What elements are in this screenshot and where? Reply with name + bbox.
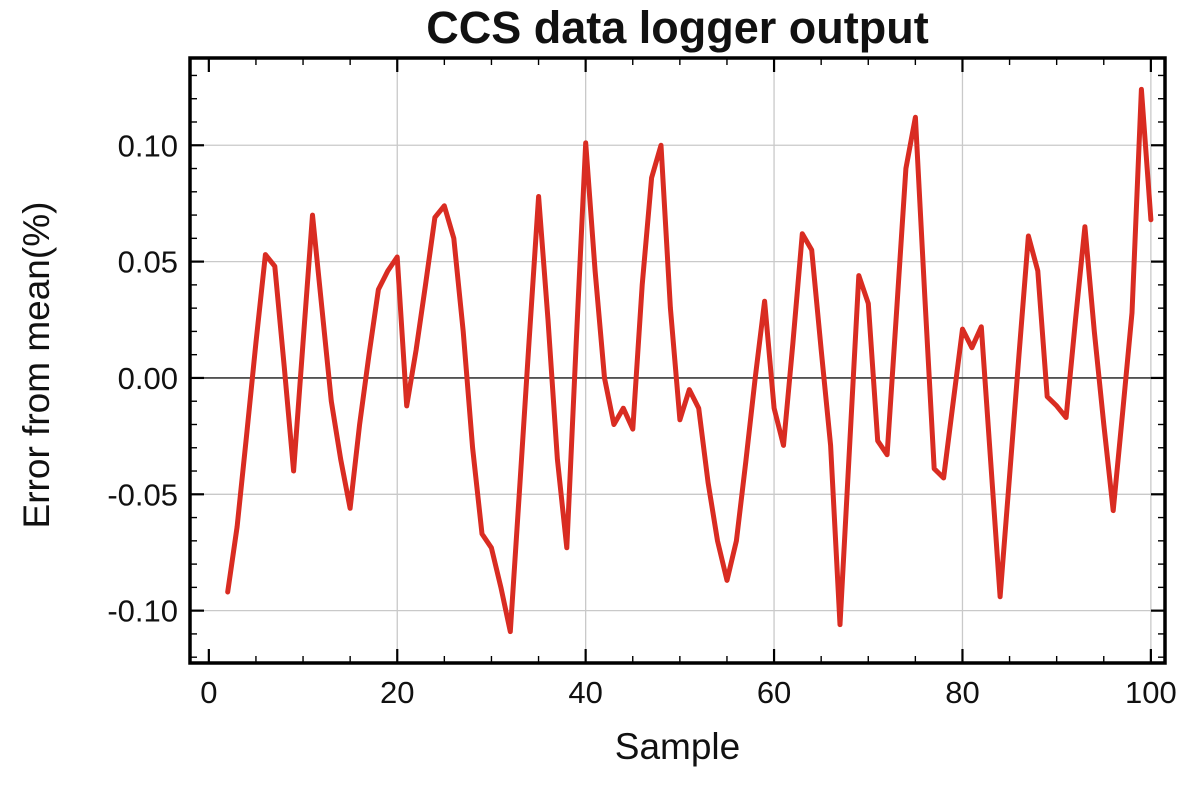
x-tick-label: 0: [200, 675, 217, 710]
y-tick-label: -0.05: [107, 477, 178, 512]
data-line: [225, 86, 1154, 635]
y-tick-label: 0.05: [118, 245, 178, 280]
x-tick-label: 20: [380, 675, 414, 710]
x-tick-label: 40: [568, 675, 602, 710]
chart-title: CCS data logger output: [426, 2, 929, 53]
y-tick-label: 0.10: [118, 128, 178, 163]
x-tick-label: 60: [757, 675, 791, 710]
x-tick-label: 100: [1125, 675, 1177, 710]
x-tick-label: 80: [945, 675, 979, 710]
y-axis-label: Error from mean(%): [16, 201, 57, 529]
x-axis-label: Sample: [614, 726, 741, 767]
y-tick-label: 0.00: [118, 361, 178, 396]
plot-frame: [188, 56, 1167, 665]
y-tick-label: -0.10: [107, 594, 178, 629]
